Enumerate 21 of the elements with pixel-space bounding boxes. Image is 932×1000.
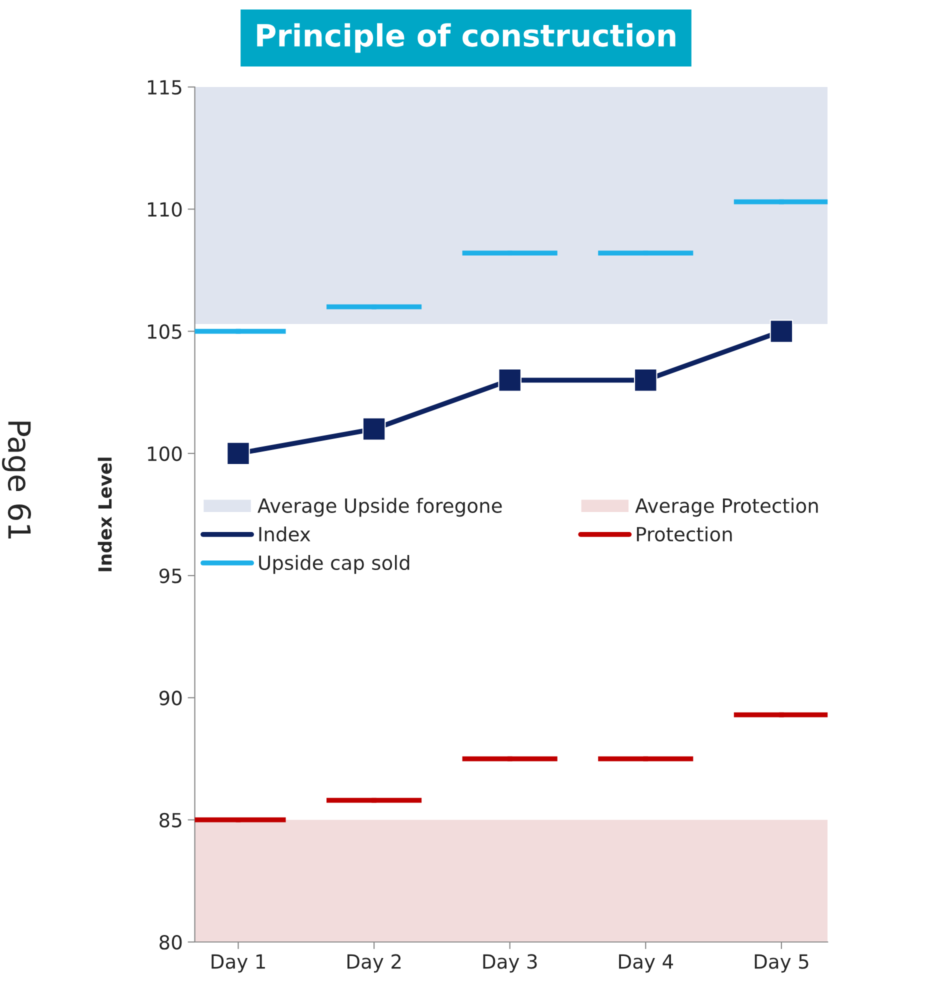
x-tick-label: Day 5 [754,954,808,973]
y-tick-label: 110 [148,202,182,217]
legend-label: Index [259,526,310,542]
y-tick-label: 105 [148,324,182,339]
y-tick-label: 115 [148,80,182,95]
text: Page 61 [2,422,32,538]
y-tick-label: 90 [159,690,182,706]
legend-label: Average Upside foregone [258,498,502,517]
legend-label: Upside cap sold [259,555,410,574]
legend-label: Average Protection [635,498,818,517]
y-tick-label: 80 [160,934,182,950]
y-tick-label: 95 [159,568,182,584]
chart-title: Principle of construction [257,23,676,53]
y-axis-title: Index Level [98,458,112,572]
y-tick-label: 100 [148,446,182,462]
x-tick-label: Day 4 [619,954,674,973]
y-tick-label: 85 [160,812,182,828]
x-tick-label: Day 3 [483,954,537,973]
legend-label: Protection [636,526,732,542]
x-tick-label: Day 2 [347,954,401,973]
x-tick-label: Day 1 [212,954,265,973]
